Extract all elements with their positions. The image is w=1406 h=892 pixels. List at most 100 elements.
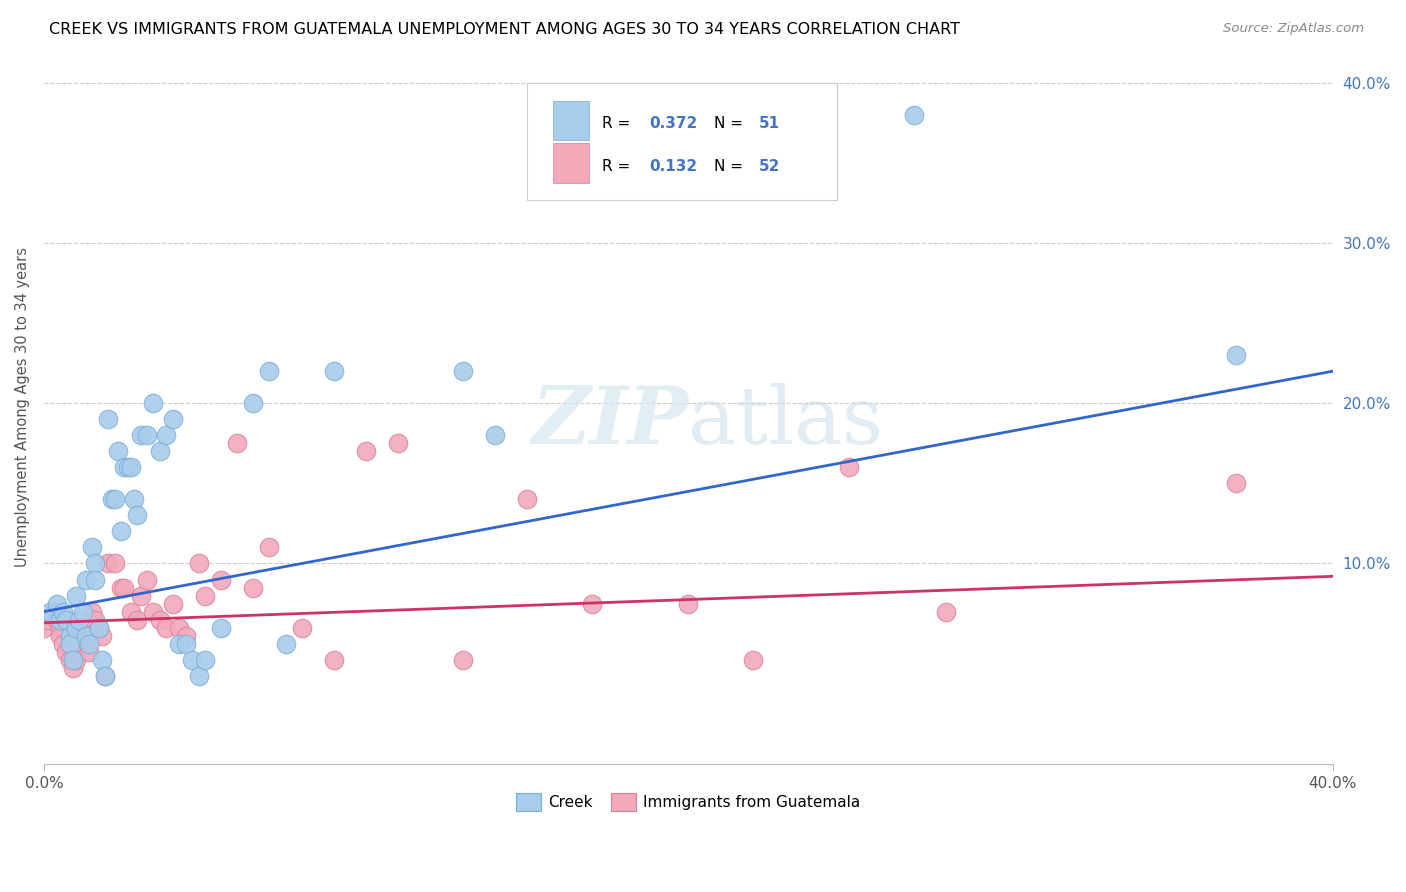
Text: 52: 52: [759, 159, 780, 174]
Point: [181, 653, 204, 667]
Point: [122, 492, 145, 507]
Point: [162, 412, 184, 426]
Point: [84, 557, 107, 571]
Point: [127, 508, 149, 523]
Point: [142, 605, 165, 619]
Point: [77, 645, 100, 659]
Point: [94, 668, 117, 682]
Text: atlas: atlas: [689, 383, 883, 460]
Point: [387, 436, 409, 450]
Point: [67, 621, 90, 635]
Point: [162, 597, 184, 611]
Point: [129, 428, 152, 442]
Point: [72, 605, 94, 619]
Point: [117, 460, 139, 475]
Point: [903, 108, 925, 122]
Point: [55, 613, 77, 627]
Point: [127, 613, 149, 627]
Point: [120, 605, 142, 619]
Point: [32, 621, 55, 635]
Point: [120, 460, 142, 475]
Point: [322, 364, 344, 378]
Point: [274, 637, 297, 651]
Point: [42, 605, 65, 619]
Point: [59, 637, 82, 651]
Point: [52, 605, 75, 619]
Point: [114, 460, 136, 475]
Point: [107, 444, 129, 458]
Point: [136, 573, 159, 587]
Point: [77, 637, 100, 651]
Point: [142, 396, 165, 410]
Text: 0.372: 0.372: [650, 116, 697, 131]
Point: [242, 581, 264, 595]
Point: [62, 653, 84, 667]
Point: [187, 557, 209, 571]
Point: [935, 605, 957, 619]
Point: [741, 653, 763, 667]
Point: [136, 428, 159, 442]
Point: [75, 573, 97, 587]
Point: [209, 573, 232, 587]
Point: [1225, 476, 1247, 491]
Point: [82, 605, 104, 619]
Point: [678, 597, 700, 611]
Legend: Creek, Immigrants from Guatemala: Creek, Immigrants from Guatemala: [510, 787, 866, 817]
Point: [259, 364, 281, 378]
Point: [49, 613, 72, 627]
Point: [174, 637, 197, 651]
Point: [87, 621, 110, 635]
Point: [72, 629, 94, 643]
FancyBboxPatch shape: [553, 101, 589, 140]
Point: [149, 613, 172, 627]
Point: [52, 637, 75, 651]
Point: [90, 653, 112, 667]
Point: [49, 629, 72, 643]
Point: [516, 492, 538, 507]
Point: [149, 444, 172, 458]
Point: [451, 653, 474, 667]
Point: [94, 668, 117, 682]
Point: [259, 541, 281, 555]
Point: [100, 492, 122, 507]
Text: ZIP: ZIP: [531, 383, 689, 460]
Text: Source: ZipAtlas.com: Source: ZipAtlas.com: [1223, 22, 1364, 36]
Text: 51: 51: [759, 116, 780, 131]
Point: [97, 557, 120, 571]
Text: R =: R =: [602, 159, 636, 174]
Point: [581, 597, 603, 611]
Point: [110, 524, 132, 539]
Point: [114, 581, 136, 595]
Text: N =: N =: [714, 116, 748, 131]
Point: [87, 621, 110, 635]
Point: [75, 629, 97, 643]
FancyBboxPatch shape: [527, 83, 837, 201]
Point: [354, 444, 377, 458]
Text: 0.132: 0.132: [650, 159, 697, 174]
Text: N =: N =: [714, 159, 748, 174]
Point: [67, 613, 90, 627]
Point: [90, 629, 112, 643]
Point: [65, 653, 87, 667]
Point: [451, 364, 474, 378]
Point: [838, 460, 860, 475]
Text: R =: R =: [602, 116, 636, 131]
Point: [45, 597, 67, 611]
Point: [174, 629, 197, 643]
Point: [55, 645, 77, 659]
Point: [49, 621, 72, 635]
Point: [167, 637, 190, 651]
Point: [291, 621, 314, 635]
Point: [155, 621, 177, 635]
Point: [65, 621, 87, 635]
Point: [484, 428, 506, 442]
Point: [226, 436, 249, 450]
Point: [84, 613, 107, 627]
Point: [45, 613, 67, 627]
Point: [209, 621, 232, 635]
Point: [59, 653, 82, 667]
Point: [65, 589, 87, 603]
Point: [194, 589, 217, 603]
Point: [322, 653, 344, 667]
FancyBboxPatch shape: [553, 144, 589, 183]
